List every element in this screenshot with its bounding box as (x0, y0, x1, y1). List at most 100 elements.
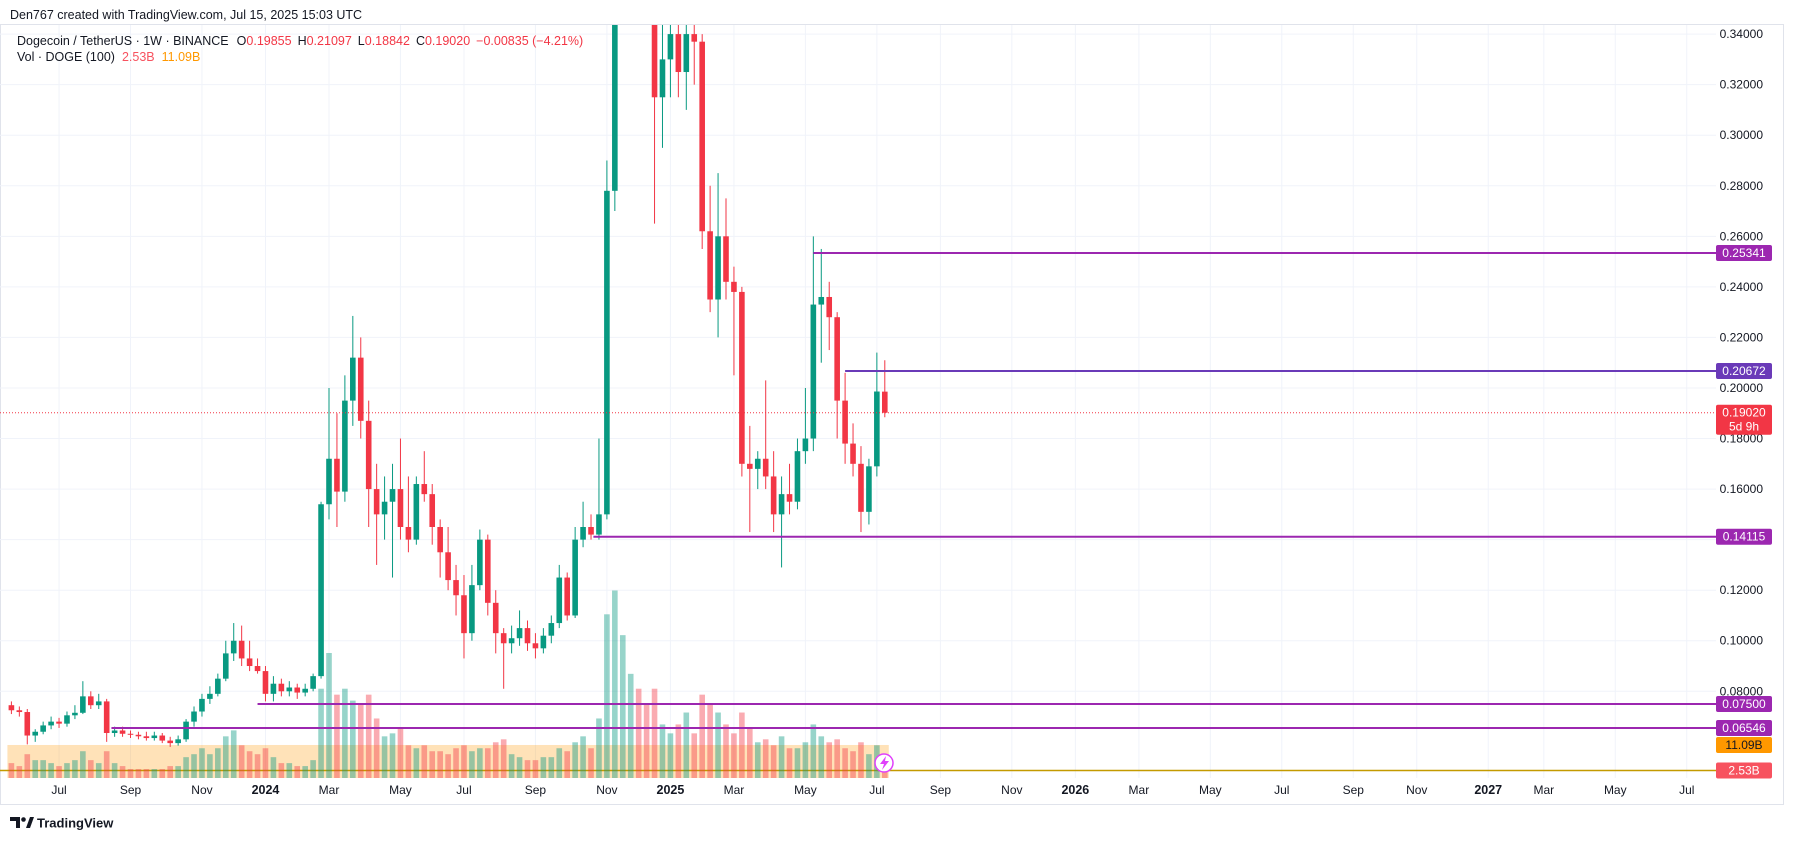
candle-body (381, 501, 388, 515)
candle-body (683, 34, 690, 73)
candle-body (222, 653, 229, 679)
volume-bar (191, 754, 197, 778)
candle-body (778, 494, 785, 515)
candle-body (24, 712, 31, 736)
x-tick-label: Mar (319, 783, 340, 797)
y-tick-label: 0.24000 (1720, 280, 1764, 294)
volume-bar (882, 770, 888, 778)
ohlc-value: 0.19855 (246, 34, 291, 48)
candle-body (270, 683, 277, 694)
candle-body (794, 451, 801, 502)
candle-body (707, 231, 713, 300)
candle-body (230, 640, 237, 654)
volume-bar (48, 763, 54, 778)
y-tick-label: 0.22000 (1720, 330, 1764, 344)
candle-body (238, 640, 245, 659)
volume-bar (397, 727, 404, 778)
x-tick-label: Nov (1406, 783, 1427, 797)
x-tick-label: 2027 (1474, 783, 1502, 797)
brand: TradingView (37, 816, 114, 831)
volume-bar (754, 742, 761, 778)
y-tick-label: 0.20000 (1720, 381, 1764, 395)
x-tick-label: Mar (724, 783, 745, 797)
volume-ma-box (1716, 736, 1772, 753)
volume-bar (111, 763, 118, 778)
candle-body (580, 527, 586, 540)
y-tick-label: 0.12000 (1720, 583, 1764, 597)
volume-bar (437, 751, 443, 778)
y-tick-label: 0.18000 (1720, 432, 1764, 446)
candle-body (254, 666, 261, 672)
candle-body (596, 514, 602, 535)
candle-body (357, 357, 364, 421)
candle-body (135, 734, 142, 737)
volume-bar (675, 724, 682, 778)
candle-body (215, 678, 221, 694)
candle-body (64, 715, 70, 724)
volume-bar (24, 754, 31, 778)
volume-bar (540, 757, 547, 778)
volume-bar (604, 614, 610, 778)
volume-bar (842, 748, 848, 778)
candle-body (111, 730, 118, 734)
volume-bar (119, 766, 126, 778)
x-tick-label: May (1604, 783, 1627, 797)
x-tick-label: Jul (869, 783, 884, 797)
volume-bar (477, 748, 483, 778)
volume-bar (413, 748, 420, 778)
y-tick-label: 0.08000 (1720, 684, 1764, 698)
volume-bar (127, 769, 134, 778)
volume-bar (8, 763, 15, 778)
volume-bar (222, 736, 229, 778)
candle-body (48, 721, 54, 726)
candle-body (564, 577, 570, 616)
volume-bar (516, 757, 523, 778)
ohlc-letter: C (416, 34, 425, 48)
volume-bar (381, 736, 388, 778)
volume-bar (492, 742, 499, 778)
candle-body (802, 438, 809, 452)
volume-bar (818, 736, 825, 778)
candle-body (207, 693, 213, 699)
y-tick-label: 0.30000 (1720, 128, 1764, 142)
volume-bar (302, 766, 308, 778)
x-tick-label: Sep (930, 783, 952, 797)
volume-bar (238, 745, 245, 778)
candle-body (318, 504, 324, 677)
volume-bar (103, 751, 110, 778)
volume-bar (683, 712, 690, 778)
volume-bar (334, 694, 340, 778)
candle-body (167, 740, 173, 744)
volume-bar (183, 757, 189, 778)
x-tick-label: 2025 (657, 783, 685, 797)
x-tick-label: Nov (596, 783, 617, 797)
ohlc-letter: H (298, 34, 307, 48)
axes: 0.080000.100000.120000.140000.160000.180… (51, 27, 1763, 797)
candle-body (866, 466, 872, 512)
candle-body (199, 698, 205, 712)
candle-body (739, 291, 745, 464)
candle-body (421, 484, 428, 495)
candle-body (95, 701, 102, 706)
volume-bar (365, 694, 372, 778)
candle-body (477, 539, 483, 586)
volume-bar (278, 763, 285, 778)
candle-body (723, 236, 729, 282)
volume-bar (167, 766, 173, 778)
volume-bar (80, 751, 86, 778)
volume-bar (405, 745, 412, 778)
volume-bar (532, 760, 539, 778)
volume-bar (723, 724, 729, 778)
volume-bar (159, 769, 166, 778)
x-tick-label: May (389, 783, 412, 797)
volume-bar (778, 736, 785, 778)
candle-body (246, 658, 253, 667)
candle-body (524, 628, 531, 644)
volume-bar (143, 769, 150, 778)
x-tick-label: Jul (1274, 783, 1289, 797)
volume-bar (72, 760, 78, 778)
volume-bar (556, 748, 563, 778)
candle-body (294, 687, 301, 693)
